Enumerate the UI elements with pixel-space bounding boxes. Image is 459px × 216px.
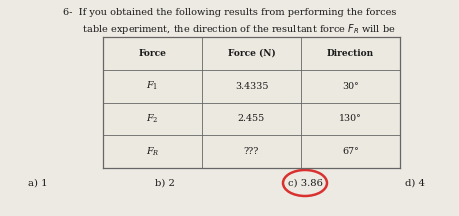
Text: Direction: Direction: [327, 49, 374, 58]
Text: a) 1: a) 1: [28, 178, 48, 187]
Text: 2.455: 2.455: [238, 114, 265, 123]
Text: 67°: 67°: [342, 147, 359, 156]
Text: 3.4335: 3.4335: [235, 82, 268, 91]
Bar: [103, 37, 400, 168]
Text: $F_R$: $F_R$: [146, 145, 159, 158]
Text: $F_1$: $F_1$: [146, 80, 158, 92]
Text: ???: ???: [244, 147, 259, 156]
Text: Force (N): Force (N): [228, 49, 275, 58]
Text: Force: Force: [139, 49, 167, 58]
Text: 130°: 130°: [339, 114, 362, 123]
Text: d) 4: d) 4: [405, 178, 425, 187]
Text: b) 2: b) 2: [155, 178, 175, 187]
Text: 6-  If you obtained the following results from performing the forces: 6- If you obtained the following results…: [63, 8, 396, 17]
Text: c) 3.86: c) 3.86: [287, 178, 322, 187]
Text: table experiment, the direction of the resultant force $F_R$ will be: table experiment, the direction of the r…: [64, 22, 395, 36]
Text: 30°: 30°: [342, 82, 359, 91]
Text: $F_2$: $F_2$: [146, 113, 159, 125]
